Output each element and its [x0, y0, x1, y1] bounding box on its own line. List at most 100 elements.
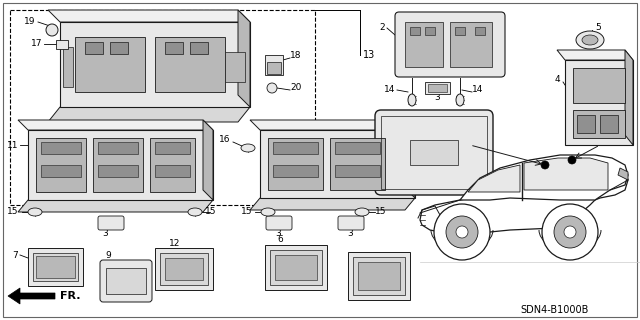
Polygon shape	[48, 10, 250, 22]
Circle shape	[554, 216, 586, 248]
Polygon shape	[625, 50, 633, 145]
Bar	[28, 248, 83, 286]
Text: 19: 19	[24, 18, 35, 27]
Bar	[335, 165, 380, 177]
Bar	[405, 22, 443, 67]
Ellipse shape	[355, 208, 369, 216]
Text: 3: 3	[102, 229, 108, 238]
Bar	[425, 27, 435, 35]
Circle shape	[267, 83, 277, 93]
Bar	[273, 165, 318, 177]
Bar	[155, 248, 213, 290]
Text: 7: 7	[12, 251, 18, 260]
Bar	[165, 42, 183, 54]
FancyBboxPatch shape	[395, 12, 505, 77]
Bar	[155, 165, 190, 177]
Circle shape	[564, 226, 576, 238]
Circle shape	[542, 204, 598, 260]
Text: 3: 3	[275, 229, 281, 238]
Bar	[265, 55, 283, 75]
Bar	[110, 42, 128, 54]
Polygon shape	[18, 200, 213, 212]
Bar	[577, 115, 595, 133]
Polygon shape	[405, 120, 415, 198]
Text: 8: 8	[375, 266, 381, 275]
Bar	[573, 68, 625, 103]
Bar	[10, 10, 315, 205]
Bar	[358, 262, 400, 290]
Polygon shape	[460, 155, 628, 200]
Text: 13: 13	[363, 50, 375, 60]
Text: 10: 10	[370, 121, 381, 130]
Bar	[381, 116, 487, 189]
Ellipse shape	[456, 94, 464, 106]
Ellipse shape	[576, 31, 604, 49]
Text: 14: 14	[383, 85, 395, 94]
Text: 6: 6	[277, 236, 283, 244]
Bar	[165, 258, 203, 280]
Bar	[155, 37, 225, 92]
Bar	[63, 47, 73, 87]
Bar	[41, 142, 81, 154]
Polygon shape	[48, 107, 250, 122]
Polygon shape	[238, 10, 250, 107]
Polygon shape	[618, 168, 628, 180]
Bar	[36, 256, 75, 278]
Bar	[450, 22, 492, 67]
Text: 5: 5	[595, 23, 601, 33]
Text: 15: 15	[205, 207, 216, 217]
Bar	[160, 253, 208, 285]
Bar	[600, 115, 618, 133]
Bar	[335, 142, 380, 154]
Ellipse shape	[28, 208, 42, 216]
FancyBboxPatch shape	[375, 110, 493, 195]
Bar	[425, 82, 450, 94]
Bar	[98, 165, 138, 177]
Text: 18: 18	[290, 51, 301, 60]
Circle shape	[434, 204, 490, 260]
Bar	[270, 250, 322, 285]
Polygon shape	[8, 288, 55, 304]
Bar	[155, 142, 190, 154]
Bar	[28, 130, 213, 200]
Bar	[150, 138, 195, 192]
Text: SDN4-B1000B: SDN4-B1000B	[521, 305, 589, 315]
Bar	[565, 60, 633, 145]
Bar	[475, 27, 485, 35]
Bar	[190, 42, 208, 54]
FancyBboxPatch shape	[266, 216, 292, 230]
Bar	[56, 40, 68, 49]
Circle shape	[46, 24, 58, 36]
Text: 15: 15	[6, 207, 18, 217]
Bar	[348, 252, 410, 300]
Polygon shape	[203, 120, 213, 200]
Text: 17: 17	[31, 39, 42, 49]
Text: 14: 14	[472, 85, 483, 94]
Bar	[33, 253, 78, 281]
Bar	[225, 52, 245, 82]
FancyBboxPatch shape	[100, 260, 152, 302]
Polygon shape	[250, 198, 415, 210]
Bar	[410, 140, 458, 165]
Text: 3: 3	[347, 229, 353, 238]
Bar	[75, 37, 145, 92]
Bar	[573, 110, 625, 138]
Polygon shape	[557, 50, 633, 60]
Text: 9: 9	[105, 252, 111, 260]
Bar	[265, 245, 327, 290]
Ellipse shape	[261, 208, 275, 216]
Text: 2: 2	[380, 23, 385, 33]
Text: 15: 15	[241, 207, 252, 217]
Polygon shape	[250, 120, 415, 130]
Bar	[85, 42, 103, 54]
Text: 4: 4	[554, 76, 560, 84]
FancyBboxPatch shape	[338, 216, 364, 230]
Bar	[260, 130, 415, 198]
Circle shape	[541, 161, 549, 169]
Text: 15: 15	[375, 207, 387, 217]
Bar	[267, 62, 281, 74]
Bar	[275, 255, 317, 280]
Text: 11: 11	[6, 140, 18, 149]
Polygon shape	[420, 163, 628, 232]
Polygon shape	[524, 158, 608, 190]
